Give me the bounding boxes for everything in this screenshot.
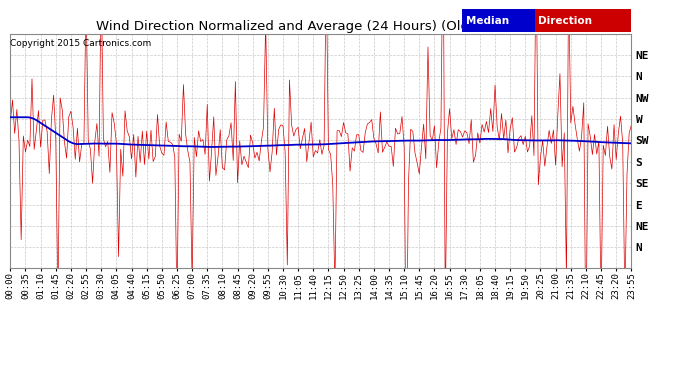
- Text: Direction: Direction: [538, 16, 592, 26]
- Text: Copyright 2015 Cartronics.com: Copyright 2015 Cartronics.com: [10, 39, 152, 48]
- Text: Median: Median: [466, 16, 509, 26]
- Title: Wind Direction Normalized and Average (24 Hours) (Old) 20150821: Wind Direction Normalized and Average (2…: [96, 20, 546, 33]
